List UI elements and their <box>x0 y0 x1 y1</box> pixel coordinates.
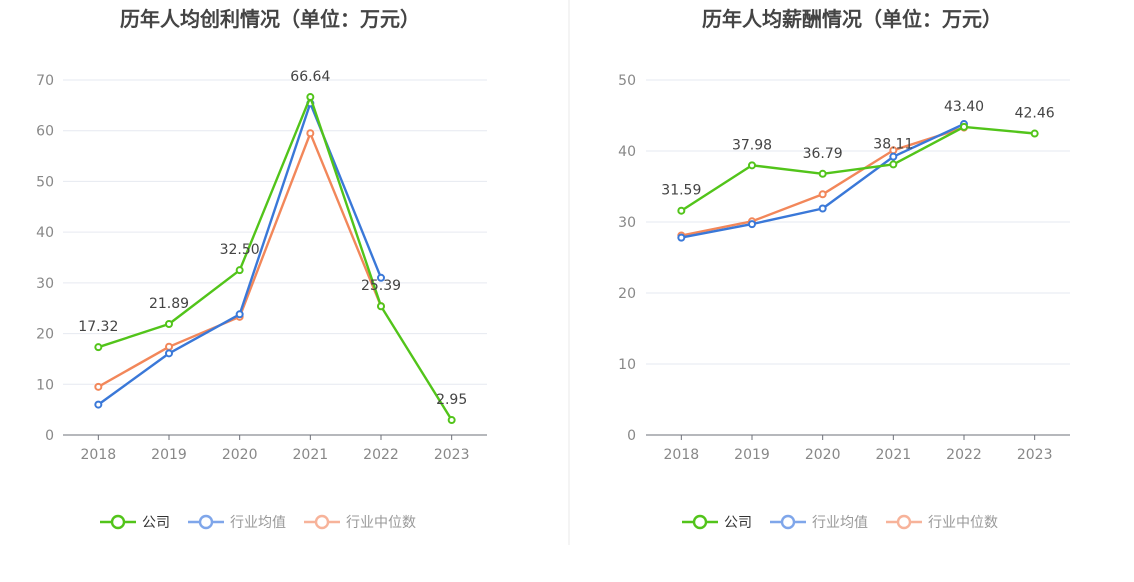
x-tick-label: 2021 <box>876 447 912 463</box>
legend-marker <box>780 514 796 530</box>
data-point <box>377 302 385 311</box>
data-point <box>235 266 244 275</box>
data-label: 38.11 <box>873 136 913 152</box>
data-point <box>306 93 315 102</box>
data-label: 37.98 <box>732 137 772 153</box>
data-label: 31.59 <box>661 183 701 199</box>
data-point <box>94 343 103 352</box>
y-tick-label: 0 <box>45 428 54 444</box>
legend: 公司 行业均值 行业中位数 <box>100 514 416 531</box>
data-point <box>748 220 756 229</box>
x-tick-label: 2019 <box>151 447 187 463</box>
data-point <box>94 382 103 391</box>
data-label: 2.95 <box>436 392 467 408</box>
data-label: 43.40 <box>944 99 984 115</box>
y-tick-label: 10 <box>36 377 54 393</box>
x-tick-label: 2020 <box>805 447 841 463</box>
x-tick-label: 2022 <box>363 447 399 463</box>
y-tick-label: 20 <box>36 327 54 343</box>
data-label: 25.39 <box>361 278 401 294</box>
data-label: 42.46 <box>1015 106 1055 122</box>
x-tick-label: 2020 <box>222 447 258 463</box>
legend-marker <box>896 514 912 530</box>
data-point <box>889 152 898 161</box>
y-tick-label: 40 <box>618 144 636 160</box>
data-label: 21.89 <box>149 296 189 312</box>
data-labels: 31.59 37.98 36.79 38.11 43.40 42.46 <box>661 99 1055 199</box>
data-point <box>165 319 173 328</box>
y-tick-label: 50 <box>36 174 54 190</box>
y-tick-label: 30 <box>36 276 54 292</box>
data-point <box>818 190 827 199</box>
data-label: 17.32 <box>78 319 118 335</box>
profit-chart: 历年人均创利情况（单位：万元） 0 10 20 30 40 50 60 70 2018 2019… <box>36 7 487 531</box>
x-axis: 2018 2019 2020 2021 2022 2023 <box>646 434 1070 463</box>
y-tick-label: 20 <box>618 286 636 302</box>
legend-label: 行业均值 <box>230 515 286 531</box>
x-tick-label: 2021 <box>293 447 329 463</box>
salary-chart: 历年人均薪酬情况（单位：万元） 0 10 20 30 40 50 2018 2019 2020… <box>618 7 1070 531</box>
legend-label: 行业中位数 <box>346 515 416 531</box>
data-labels: 17.32 21.89 32.50 66.64 25.39 2.95 <box>78 69 467 408</box>
series-lines <box>677 120 1039 242</box>
data-point <box>960 122 968 131</box>
chart-title: 历年人均薪酬情况（单位：万元） <box>702 7 1002 31</box>
data-label: 66.64 <box>290 69 330 85</box>
series-line <box>97 95 453 422</box>
series-line <box>680 125 1036 212</box>
x-tick-label: 2018 <box>664 447 700 463</box>
data-label: 36.79 <box>803 146 843 162</box>
legend-marker <box>110 514 126 530</box>
x-tick-label: 2023 <box>1017 447 1053 463</box>
legend-marker <box>692 514 708 530</box>
legend: 公司 行业均值 行业中位数 <box>682 514 998 531</box>
y-tick-label: 70 <box>36 73 54 89</box>
legend-label: 公司 <box>142 515 170 531</box>
data-point <box>818 169 827 178</box>
legend-marker <box>314 514 330 530</box>
legend-label: 公司 <box>724 515 752 531</box>
y-grid: 0 10 20 30 40 50 <box>618 73 1070 444</box>
x-tick-label: 2022 <box>946 447 982 463</box>
y-tick-label: 50 <box>618 73 636 89</box>
y-tick-label: 30 <box>618 215 636 231</box>
x-axis: 2018 2019 2020 2021 2022 2023 <box>63 434 487 463</box>
data-point <box>165 342 173 351</box>
legend-label: 行业均值 <box>812 515 868 531</box>
legend-marker <box>198 514 214 530</box>
data-point <box>306 129 315 138</box>
data-point <box>889 160 898 169</box>
x-tick-label: 2023 <box>434 447 470 463</box>
data-point <box>677 206 686 215</box>
data-point <box>165 349 173 358</box>
data-point <box>235 310 244 319</box>
data-point <box>1030 129 1039 138</box>
x-tick-label: 2019 <box>734 447 770 463</box>
data-point <box>818 204 827 213</box>
series-lines <box>94 93 456 425</box>
data-point <box>677 233 686 242</box>
y-tick-label: 60 <box>36 124 54 140</box>
data-point <box>94 400 103 409</box>
y-tick-label: 40 <box>36 225 54 241</box>
y-tick-label: 0 <box>627 428 636 444</box>
legend-label: 行业中位数 <box>928 515 998 531</box>
data-label: 32.50 <box>220 242 260 258</box>
x-tick-label: 2018 <box>81 447 117 463</box>
y-tick-label: 10 <box>618 357 636 373</box>
data-point <box>748 161 756 170</box>
chart-title: 历年人均创利情况（单位：万元） <box>120 7 420 31</box>
data-point <box>377 273 385 282</box>
data-point <box>447 416 456 425</box>
